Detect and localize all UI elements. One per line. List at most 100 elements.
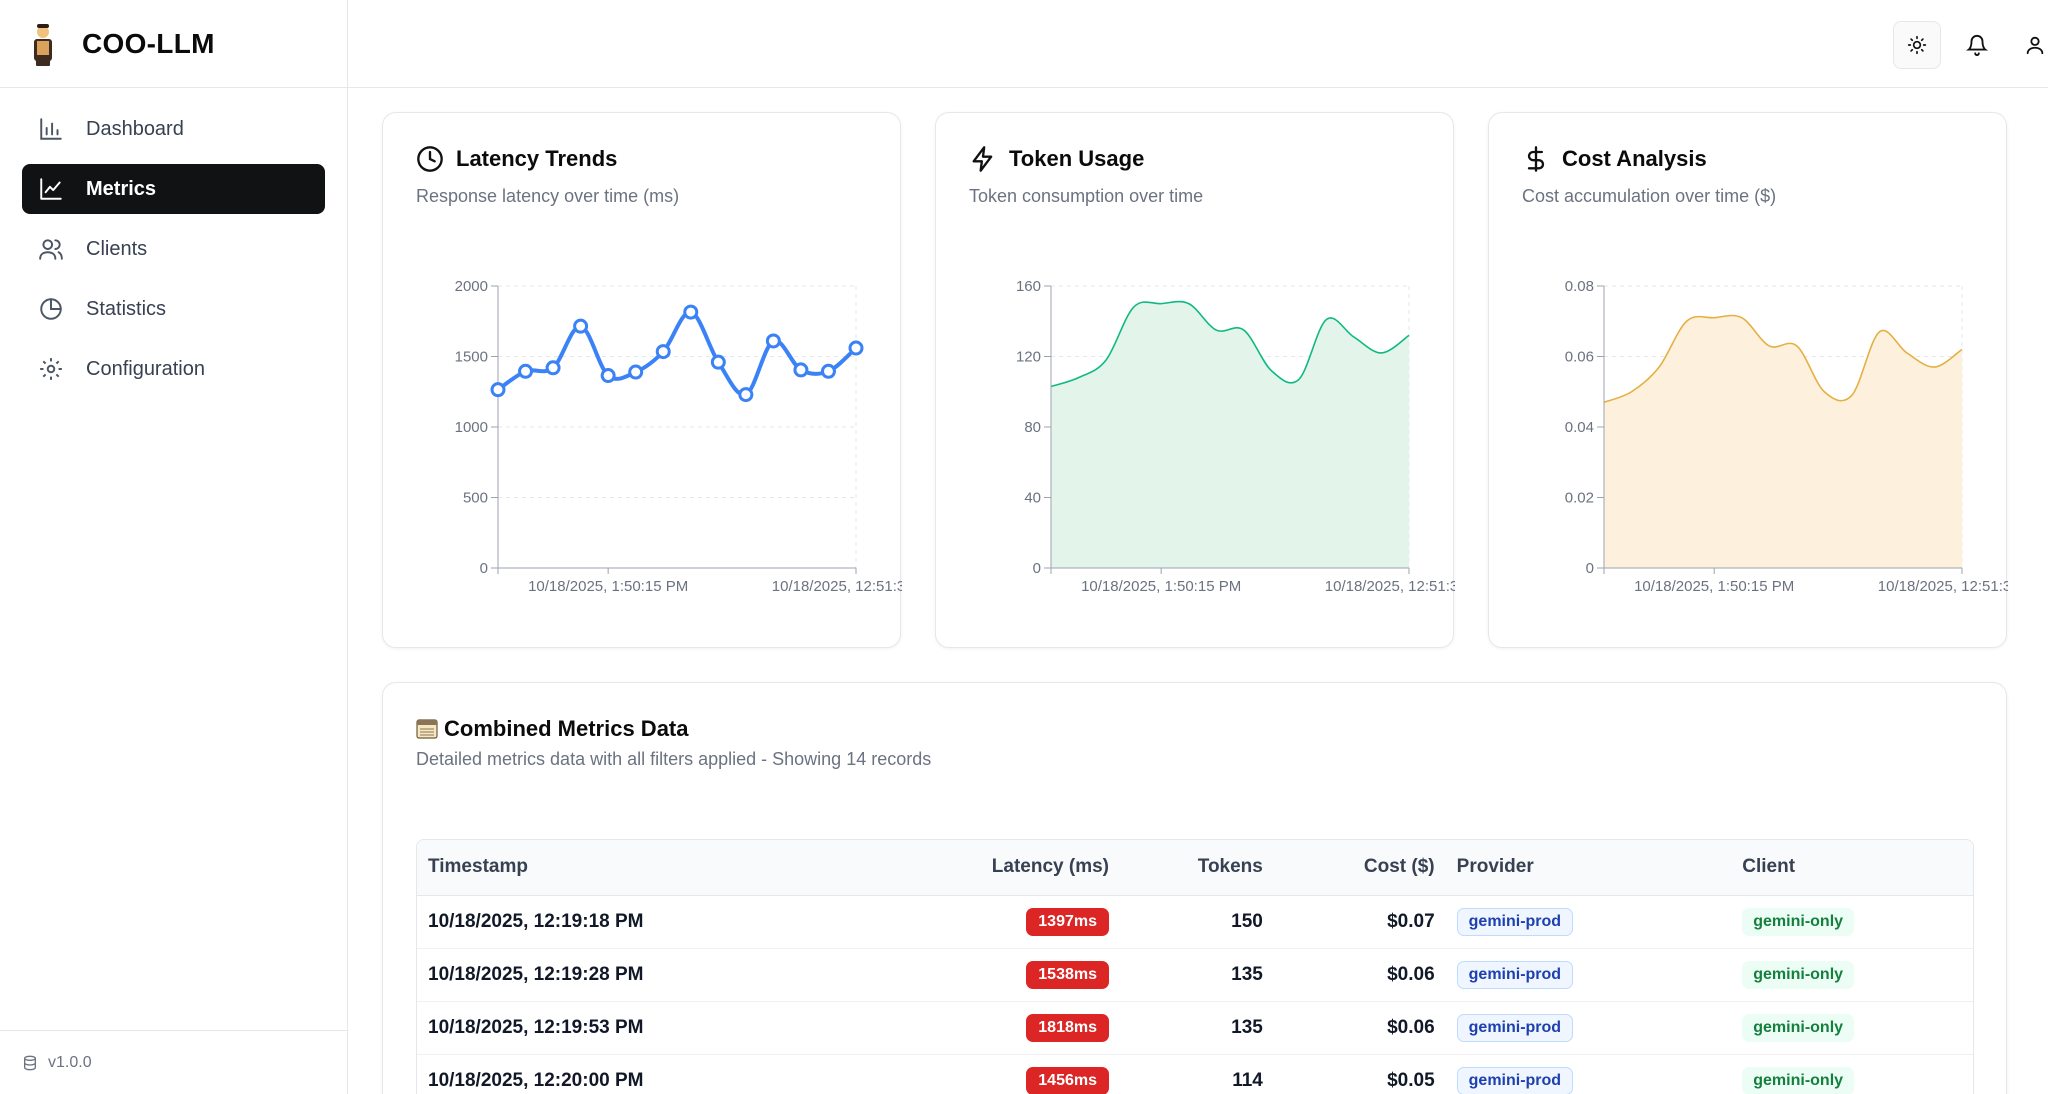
data-point xyxy=(573,318,589,334)
pie-chart-icon xyxy=(38,296,64,322)
x-tick-label: 10/18/2025, 12:51:31 PM xyxy=(772,578,902,595)
token-chart: 0 40 80 120 160 10/18/2025, 1:50:15 PM 10/18/2… xyxy=(1016,278,1455,595)
cell-provider: gemini-prod xyxy=(1445,895,1732,949)
cell-client: gemini-only xyxy=(1731,948,1973,1002)
sidebar-item-label: Configuration xyxy=(86,357,205,380)
x-tick-label: 10/18/2025, 1:50:15 PM xyxy=(1081,578,1241,595)
cost-chart: 0 0.02 0.04 0.06 0.08 10/18/2025, 1:50:15 PM 1… xyxy=(1565,278,2008,595)
data-point xyxy=(820,363,836,379)
sidebar-item-statistics[interactable]: Statistics xyxy=(22,284,325,334)
latency-badge: 1456ms xyxy=(1026,1066,1109,1094)
latency-badge: 1818ms xyxy=(1026,1013,1109,1042)
user-menu-button[interactable] xyxy=(2011,21,2048,69)
table-row[interactable]: 10/18/2025, 12:19:53 PM 1818ms 135 $0.06… xyxy=(417,1001,1973,1055)
y-tick-label: 0.08 xyxy=(1565,278,1594,295)
cell-provider: gemini-prod xyxy=(1445,1054,1732,1094)
y-tick-label: 2000 xyxy=(455,278,488,295)
version-label: v1.0.0 xyxy=(48,1053,92,1071)
card-subtitle: Detailed metrics data with all filters a… xyxy=(416,749,932,769)
table-row[interactable]: 10/18/2025, 12:19:28 PM 1538ms 135 $0.06… xyxy=(417,948,1973,1002)
latency-card: Latency Trends Response latency over tim… xyxy=(382,112,902,648)
area-fill xyxy=(1604,315,1962,568)
card-header: Token Usage xyxy=(969,145,1144,173)
bar-chart-icon xyxy=(38,116,64,142)
table-icon xyxy=(416,718,438,740)
sidebar-item-metrics[interactable]: Metrics xyxy=(22,164,325,214)
provider-badge: gemini-prod xyxy=(1456,1066,1574,1094)
cell-timestamp: 10/18/2025, 12:19:18 PM xyxy=(417,895,915,949)
cell-latency: 1538ms xyxy=(914,948,1120,1002)
data-point xyxy=(600,368,616,384)
table-row[interactable]: 10/18/2025, 12:20:00 PM 1456ms 114 $0.05… xyxy=(417,1054,1973,1094)
sidebar-item-clients[interactable]: Clients xyxy=(22,224,325,274)
topbar xyxy=(348,0,2048,88)
provider-badge: gemini-prod xyxy=(1456,1013,1574,1042)
y-tick-label: 0.02 xyxy=(1565,490,1594,507)
client-badge: gemini-only xyxy=(1742,1013,1855,1042)
gear-icon xyxy=(38,356,64,382)
col-cost[interactable]: Cost ($) xyxy=(1273,840,1446,896)
data-point xyxy=(490,382,506,398)
database-icon xyxy=(24,1055,36,1070)
cell-client: gemini-only xyxy=(1731,895,1973,949)
y-tick-label: 0 xyxy=(1033,560,1041,577)
y-tick-label: 500 xyxy=(463,490,488,507)
col-timestamp[interactable]: Timestamp xyxy=(417,840,915,896)
x-tick-label: 10/18/2025, 1:50:15 PM xyxy=(528,578,688,595)
cell-timestamp: 10/18/2025, 12:19:28 PM xyxy=(417,948,915,1002)
data-point xyxy=(518,363,534,379)
notifications-button[interactable] xyxy=(1953,21,2001,69)
sidebar-item-label: Statistics xyxy=(86,297,167,320)
y-tick-label: 0 xyxy=(1586,560,1594,577)
theme-toggle-button[interactable] xyxy=(1893,21,1941,69)
series-line xyxy=(1050,300,1410,388)
col-provider[interactable]: Provider xyxy=(1445,840,1732,896)
sidebar-item-dashboard[interactable]: Dashboard xyxy=(22,104,325,154)
cell-provider: gemini-prod xyxy=(1445,1001,1732,1055)
sidebar-item-label: Metrics xyxy=(86,177,157,200)
series-line xyxy=(1603,314,1963,404)
data-point xyxy=(793,362,809,378)
cell-latency: 1456ms xyxy=(914,1054,1120,1094)
data-point xyxy=(765,333,781,349)
card-title: Latency Trends xyxy=(456,146,618,171)
y-tick-label: 0 xyxy=(480,560,488,577)
sidebar-item-configuration[interactable]: Configuration xyxy=(22,344,325,394)
x-tick-label: 10/18/2025, 12:51:31 PM xyxy=(1878,578,2008,595)
cell-tokens: 150 xyxy=(1120,895,1274,949)
client-badge: gemini-only xyxy=(1742,1066,1855,1094)
app-title: COO-LLM xyxy=(82,27,215,59)
x-tick-label: 10/18/2025, 12:51:31 PM xyxy=(1325,578,1455,595)
card-title: Token Usage xyxy=(1009,146,1145,171)
token-card: Token Usage Token consumption over time … xyxy=(935,112,1455,648)
zap-icon xyxy=(969,145,997,173)
table-row[interactable]: 10/18/2025, 12:19:18 PM 1397ms 150 $0.07… xyxy=(417,895,1973,949)
sidebar-nav: Dashboard Metrics Clients Statistics xyxy=(0,88,347,420)
cell-cost: $0.06 xyxy=(1273,1001,1446,1055)
card-title: Cost Analysis xyxy=(1562,146,1707,171)
client-badge: gemini-only xyxy=(1742,960,1855,989)
sidebar: COO-LLM Dashboard Metrics Clients xyxy=(0,0,348,1094)
brand[interactable]: COO-LLM xyxy=(0,0,347,88)
y-tick-label: 40 xyxy=(1024,490,1041,507)
cell-tokens: 114 xyxy=(1120,1054,1274,1094)
x-tick-label: 10/18/2025, 1:50:15 PM xyxy=(1634,578,1794,595)
col-tokens[interactable]: Tokens xyxy=(1120,840,1274,896)
cell-cost: $0.06 xyxy=(1273,948,1446,1002)
card-subtitle: Token consumption over time xyxy=(969,186,1204,206)
data-point xyxy=(655,344,671,360)
table-header-row: Timestamp Latency (ms) Tokens Cost ($) P… xyxy=(417,840,1973,896)
y-tick-label: 160 xyxy=(1016,278,1041,295)
col-client[interactable]: Client xyxy=(1731,840,1973,896)
dollar-icon xyxy=(1522,145,1550,173)
y-tick-label: 1000 xyxy=(455,419,488,436)
cell-latency: 1397ms xyxy=(914,895,1120,949)
latency-badge: 1397ms xyxy=(1026,907,1109,936)
data-point xyxy=(738,387,754,403)
provider-badge: gemini-prod xyxy=(1456,960,1574,989)
card-subtitle: Response latency over time (ms) xyxy=(416,186,680,206)
col-latency[interactable]: Latency (ms) xyxy=(914,840,1120,896)
sidebar-footer: v1.0.0 xyxy=(0,1030,347,1094)
data-point xyxy=(848,340,864,356)
